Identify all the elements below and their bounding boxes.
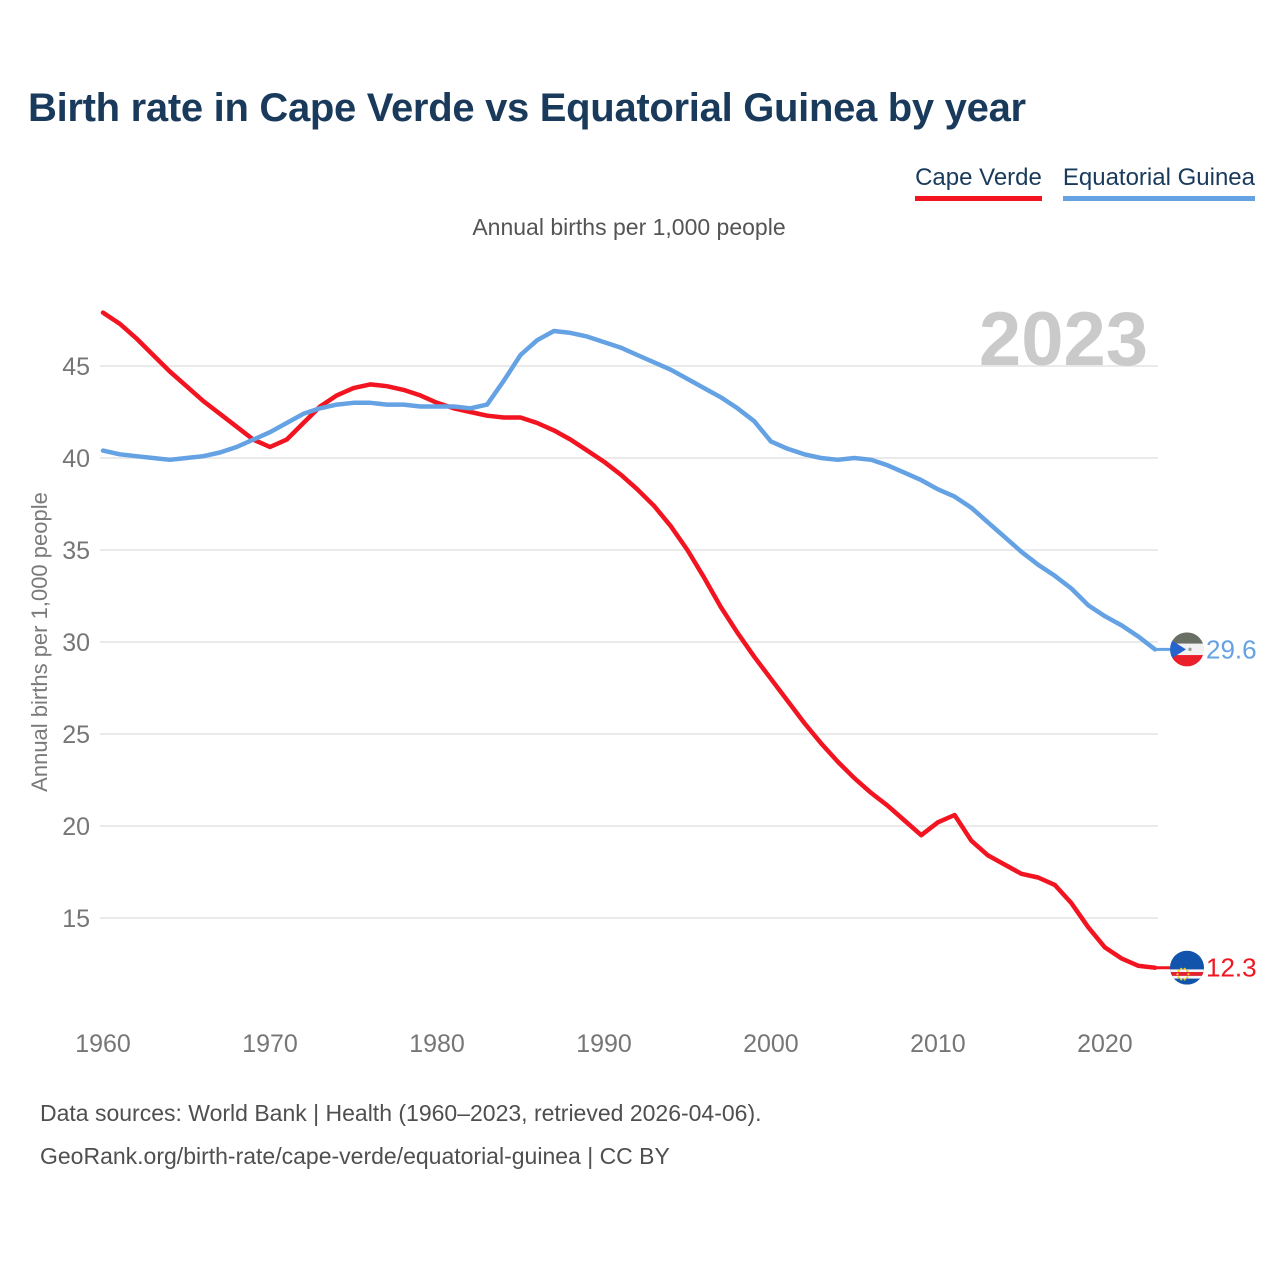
x-tick-2000: 2000 — [743, 1030, 799, 1058]
y-tick-20: 20 — [62, 813, 90, 841]
y-tick-40: 40 — [62, 445, 90, 473]
equatorial-guinea-value-label: 29.6 — [1206, 634, 1257, 664]
legend: Cape Verde Equatorial Guinea — [915, 164, 1255, 201]
end-markers: 12.3 29.6 — [1155, 632, 1257, 985]
chart-subtitle: Annual births per 1,000 people — [472, 214, 786, 240]
page-title: Birth rate in Cape Verde vs Equatorial G… — [28, 86, 1026, 130]
y-tick-45: 45 — [62, 353, 90, 381]
series-lines — [100, 310, 1158, 970]
birth-rate-line-chart: 15 20 25 30 35 40 45 1960 1970 1980 1990 2000 2010 20… — [27, 297, 1257, 1058]
footer-sources: Data sources: World Bank | Health (1960–… — [40, 1100, 762, 1126]
x-tick-1970: 1970 — [242, 1030, 298, 1058]
y-tick-30: 30 — [62, 629, 90, 657]
y-axis-title: Annual births per 1,000 people — [27, 492, 52, 792]
axis-ticks: 15 20 25 30 35 40 45 1960 1970 1980 1990 2000 2010 20… — [62, 353, 1133, 1058]
cape-verde-line — [100, 310, 1158, 970]
gridlines — [100, 365, 1158, 919]
x-tick-1990: 1990 — [576, 1030, 632, 1058]
y-tick-35: 35 — [62, 537, 90, 565]
cape-verde-flag-icon — [1170, 950, 1204, 985]
y-tick-15: 15 — [62, 905, 90, 933]
footer-attribution: GeoRank.org/birth-rate/cape-verde/equato… — [40, 1143, 670, 1169]
cape-verde-value-label: 12.3 — [1206, 953, 1257, 983]
x-tick-2010: 2010 — [910, 1030, 966, 1058]
equatorial-guinea-line — [100, 328, 1158, 652]
x-tick-1960: 1960 — [75, 1030, 131, 1058]
equatorial-guinea-flag-icon — [1170, 632, 1204, 667]
watermark-year: 2023 — [979, 297, 1148, 382]
x-tick-1980: 1980 — [409, 1030, 465, 1058]
legend-item-cape-verde[interactable]: Cape Verde — [915, 164, 1042, 201]
x-tick-2020: 2020 — [1077, 1030, 1133, 1058]
legend-item-equatorial-guinea[interactable]: Equatorial Guinea — [1062, 164, 1255, 201]
y-tick-25: 25 — [62, 721, 90, 749]
